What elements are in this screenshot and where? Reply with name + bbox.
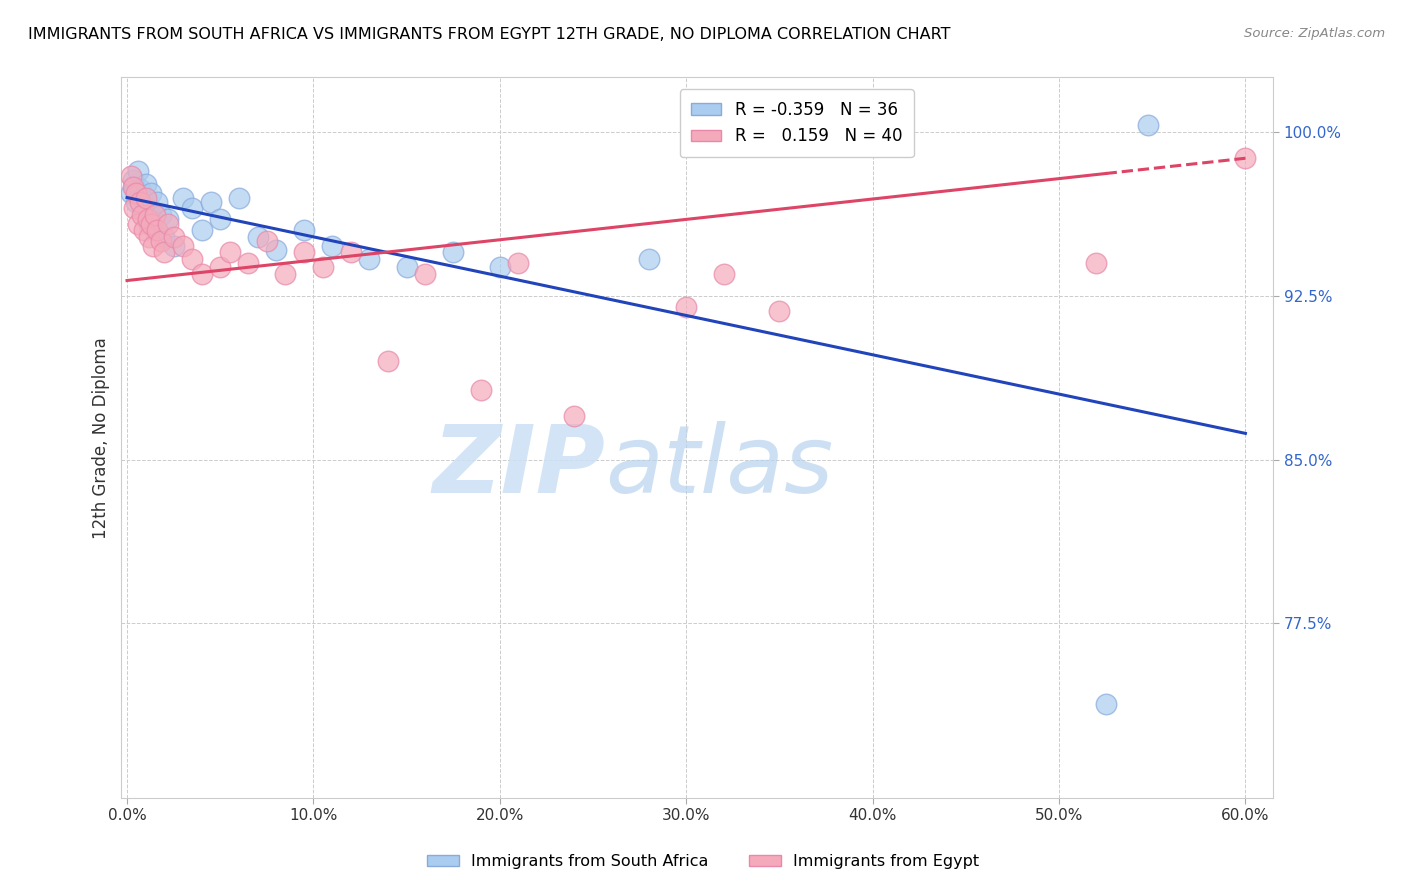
Point bbox=[127, 217, 149, 231]
Point bbox=[143, 223, 166, 237]
Point bbox=[157, 217, 180, 231]
Point bbox=[153, 230, 176, 244]
Point bbox=[181, 252, 204, 266]
Point bbox=[359, 252, 381, 266]
Point bbox=[470, 383, 492, 397]
Point bbox=[141, 186, 163, 201]
Point bbox=[131, 190, 153, 204]
Point bbox=[129, 182, 152, 196]
Point bbox=[312, 260, 335, 275]
Point bbox=[136, 212, 159, 227]
Point bbox=[1094, 697, 1116, 711]
Point bbox=[121, 173, 143, 187]
Text: Source: ZipAtlas.com: Source: ZipAtlas.com bbox=[1244, 27, 1385, 40]
Point bbox=[768, 304, 790, 318]
Legend: Immigrants from South Africa, Immigrants from Egypt: Immigrants from South Africa, Immigrants… bbox=[420, 847, 986, 875]
Point bbox=[564, 409, 586, 423]
Point bbox=[274, 267, 297, 281]
Point bbox=[200, 194, 222, 209]
Point bbox=[256, 234, 278, 248]
Point bbox=[209, 260, 232, 275]
Y-axis label: 12th Grade, No Diploma: 12th Grade, No Diploma bbox=[93, 337, 110, 539]
Point bbox=[149, 208, 172, 222]
Point bbox=[120, 186, 142, 201]
Point bbox=[218, 245, 240, 260]
Text: ZIP: ZIP bbox=[433, 420, 605, 513]
Point bbox=[181, 202, 204, 216]
Point bbox=[395, 260, 418, 275]
Point bbox=[1137, 119, 1160, 133]
Point bbox=[162, 230, 184, 244]
Point bbox=[377, 354, 399, 368]
Point bbox=[264, 243, 287, 257]
Point bbox=[292, 223, 315, 237]
Point bbox=[413, 267, 436, 281]
Point bbox=[153, 245, 176, 260]
Point bbox=[441, 245, 464, 260]
Point bbox=[142, 212, 165, 227]
Point bbox=[141, 217, 163, 231]
Point bbox=[508, 256, 530, 270]
Point bbox=[172, 238, 194, 252]
Point bbox=[121, 179, 143, 194]
Point bbox=[149, 234, 172, 248]
Point bbox=[132, 223, 155, 237]
Point bbox=[488, 260, 510, 275]
Point bbox=[339, 245, 361, 260]
Point bbox=[120, 169, 142, 183]
Point bbox=[238, 256, 260, 270]
Point bbox=[209, 212, 232, 227]
Point bbox=[190, 267, 212, 281]
Point bbox=[1234, 151, 1257, 165]
Point bbox=[135, 190, 157, 204]
Point bbox=[638, 252, 661, 266]
Point bbox=[125, 186, 148, 201]
Point bbox=[135, 178, 157, 192]
Point bbox=[172, 190, 194, 204]
Point bbox=[131, 208, 153, 222]
Point bbox=[146, 223, 169, 237]
Point bbox=[125, 194, 148, 209]
Point bbox=[1085, 256, 1108, 270]
Point bbox=[138, 217, 160, 231]
Point bbox=[146, 194, 169, 209]
Text: atlas: atlas bbox=[605, 421, 834, 512]
Point bbox=[136, 202, 159, 216]
Point bbox=[138, 230, 160, 244]
Point bbox=[124, 202, 146, 216]
Point bbox=[675, 300, 697, 314]
Point bbox=[246, 230, 269, 244]
Point bbox=[292, 245, 315, 260]
Point bbox=[132, 206, 155, 220]
Text: IMMIGRANTS FROM SOUTH AFRICA VS IMMIGRANTS FROM EGYPT 12TH GRADE, NO DIPLOMA COR: IMMIGRANTS FROM SOUTH AFRICA VS IMMIGRAN… bbox=[28, 27, 950, 42]
Point bbox=[157, 212, 180, 227]
Point bbox=[124, 179, 146, 194]
Point bbox=[713, 267, 735, 281]
Point bbox=[143, 208, 166, 222]
Point bbox=[162, 238, 184, 252]
Point bbox=[142, 238, 165, 252]
Legend: R = -0.359   N = 36, R =   0.159   N = 40: R = -0.359 N = 36, R = 0.159 N = 40 bbox=[679, 89, 914, 157]
Point bbox=[127, 164, 149, 178]
Point bbox=[321, 238, 343, 252]
Point bbox=[228, 190, 250, 204]
Point bbox=[190, 223, 212, 237]
Point bbox=[129, 194, 152, 209]
